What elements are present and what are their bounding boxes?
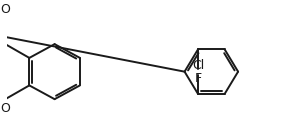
Text: O: O	[0, 102, 10, 115]
Text: O: O	[0, 3, 10, 16]
Text: Cl: Cl	[192, 59, 204, 72]
Text: F: F	[194, 72, 202, 85]
